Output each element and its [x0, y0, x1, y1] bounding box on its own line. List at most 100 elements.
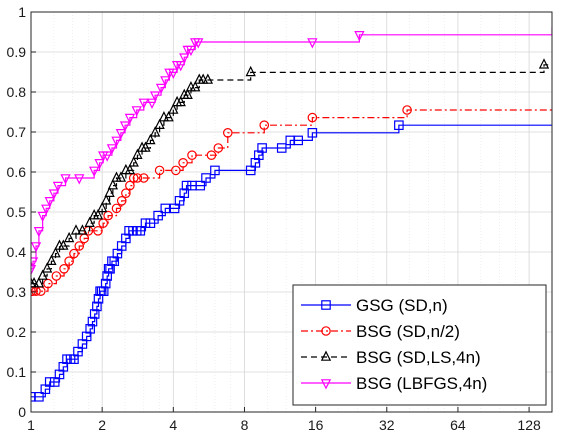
- data-point: [201, 173, 211, 183]
- data-point: [538, 58, 550, 69]
- data-point: [154, 118, 165, 129]
- data-point: [93, 294, 104, 304]
- data-point: [160, 203, 171, 214]
- data-point: [155, 83, 167, 95]
- data-point: [140, 218, 151, 228]
- x-tick-label: 2: [98, 417, 106, 433]
- x-tick-label: 1: [27, 417, 35, 433]
- x-tick-label: 16: [308, 417, 324, 433]
- data-point: [179, 53, 190, 64]
- data-point: [31, 242, 42, 253]
- data-point: [354, 31, 365, 42]
- data-point: [93, 226, 103, 236]
- data-point: [77, 224, 88, 235]
- data-point: [276, 143, 287, 153]
- data-point: [254, 150, 264, 160]
- series-4: [31, 27, 552, 276]
- data-point: [146, 98, 158, 109]
- y-tick-label: 0.4: [7, 244, 27, 260]
- data-point: [88, 166, 100, 177]
- data-point: [138, 98, 149, 109]
- data-point: [92, 209, 104, 220]
- y-tick-label: 0.6: [7, 164, 27, 180]
- data-point: [96, 201, 108, 213]
- data-point: [124, 163, 136, 175]
- data-point: [115, 171, 127, 182]
- y-tick-label: 0.1: [7, 364, 27, 380]
- data-point: [37, 269, 48, 280]
- legend: GSG (SD,n) BSG (SD,n/2) BSG (SD,LS,4n) BSG …: [292, 284, 547, 406]
- data-point: [109, 256, 120, 266]
- series-line: [31, 27, 552, 270]
- legend-marker: [321, 300, 331, 310]
- x-tick-label: 8: [241, 417, 249, 433]
- y-tick-label: 0.9: [7, 44, 27, 60]
- data-point: [84, 216, 95, 227]
- data-point: [115, 129, 127, 140]
- data-point: [149, 126, 161, 137]
- data-point: [121, 188, 131, 198]
- data-point: [33, 227, 45, 238]
- data-point: [44, 377, 55, 387]
- data-point: [154, 165, 165, 176]
- data-point: [135, 226, 146, 236]
- data-point: [257, 143, 267, 153]
- series-2: [31, 105, 552, 296]
- data-point: [31, 265, 37, 276]
- data-point: [46, 254, 57, 265]
- axes: 1 2 4 8 16 32 64 128 0 0.1 0.2 0.3 0.4 0.5 0.6 0.7 0.8 0.…: [7, 4, 541, 433]
- data-point: [43, 278, 53, 289]
- data-point: [94, 159, 105, 170]
- data-point: [181, 180, 192, 191]
- legend-entry: BSG (SD,LS,4n): [301, 348, 481, 367]
- data-point: [58, 239, 69, 250]
- x-tick-label: 32: [379, 417, 395, 433]
- data-point: [307, 128, 318, 138]
- data-point: [140, 141, 151, 152]
- data-point: [394, 120, 404, 130]
- data-point: [245, 65, 256, 77]
- data-point: [259, 120, 270, 130]
- data-point: [138, 173, 149, 183]
- data-point: [98, 218, 108, 228]
- data-point: [50, 247, 61, 258]
- data-point: [121, 233, 131, 244]
- legend-entry: BSG (SD,n/2): [301, 322, 460, 341]
- data-point: [163, 111, 174, 122]
- data-point: [31, 277, 37, 288]
- data-point: [98, 286, 109, 296]
- data-point: [193, 38, 204, 49]
- y-tick-label: 0.7: [7, 124, 27, 140]
- data-point: [41, 204, 52, 215]
- data-point: [101, 194, 112, 205]
- data-point: [185, 45, 197, 57]
- legend-marker: [320, 350, 332, 361]
- data-point: [51, 271, 62, 281]
- data-point: [182, 88, 193, 100]
- data-point: [145, 218, 156, 228]
- data-point: [153, 210, 163, 221]
- x-tick-label: 64: [450, 417, 466, 433]
- data-point: [124, 113, 136, 125]
- data-point: [31, 286, 36, 296]
- data-point: [178, 158, 188, 168]
- data-point: [31, 257, 39, 268]
- data-point: [101, 151, 113, 162]
- data-point: [103, 210, 113, 221]
- data-point: [59, 263, 69, 274]
- series-1: [31, 120, 552, 402]
- data-point: [81, 331, 92, 342]
- data-point: [179, 188, 190, 198]
- data-point: [149, 91, 161, 102]
- data-point: [307, 38, 318, 49]
- data-point: [307, 112, 318, 123]
- series-line: [31, 109, 552, 292]
- data-point: [293, 135, 303, 146]
- data-point: [132, 148, 143, 159]
- data-point: [74, 241, 85, 251]
- series-layer: [31, 27, 552, 402]
- data-point: [111, 136, 122, 147]
- data-point: [190, 81, 201, 92]
- legend-label: BSG (LBFGS,4n): [356, 374, 487, 393]
